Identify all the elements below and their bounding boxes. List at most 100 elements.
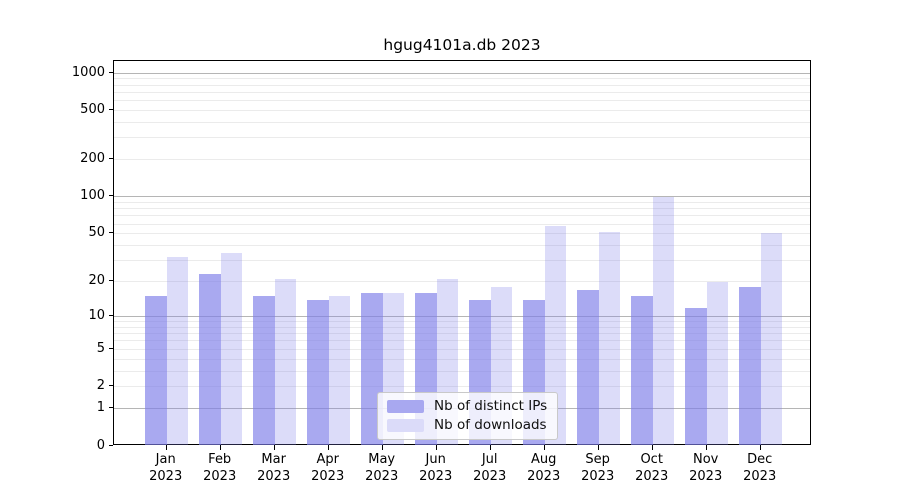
legend-swatch-distinct-ips	[387, 399, 424, 413]
x-tick-label-aug: Aug 2023	[527, 452, 561, 484]
gridline-6	[114, 340, 810, 342]
gridline-8	[114, 326, 810, 328]
y-tick-label-2: 2	[96, 378, 105, 394]
y-tick-label-50: 50	[88, 225, 105, 241]
gridline-2	[114, 386, 810, 388]
y-tick-50	[109, 232, 113, 234]
gridline-30	[114, 260, 810, 262]
legend-label-downloads: Nb of downloads	[434, 417, 547, 433]
x-tick-label-dec: Dec 2023	[743, 452, 777, 484]
x-tick-sep	[597, 445, 599, 450]
y-tick-label-1000: 1000	[71, 64, 105, 80]
x-tick-aug	[543, 445, 545, 450]
y-tick-label-20: 20	[88, 273, 105, 289]
gridline-100	[114, 196, 810, 198]
bar-ips-jan	[145, 296, 167, 445]
gridline-600	[114, 100, 810, 102]
bar-downloads-sep	[598, 231, 621, 445]
x-tick-label-oct: Oct 2023	[635, 452, 669, 484]
y-tick-label-10: 10	[88, 308, 105, 324]
y-tick-20	[109, 280, 113, 282]
y-tick-label-500: 500	[80, 101, 105, 117]
x-tick-label-sep: Sep 2023	[581, 452, 615, 484]
gridline-700	[114, 91, 810, 93]
y-tick-label-100: 100	[80, 188, 105, 204]
x-tick-label-mar: Mar 2023	[257, 452, 291, 484]
x-tick-label-may: May 2023	[365, 452, 399, 484]
x-tick-dec	[759, 445, 761, 450]
chart-title: hgug4101a.db 2023	[383, 36, 541, 54]
bar-ips-oct	[631, 296, 653, 445]
y-tick-500	[109, 108, 113, 110]
gridline-1000	[114, 72, 810, 74]
y-tick-10	[109, 315, 113, 317]
x-tick-label-apr: Apr 2023	[311, 452, 345, 484]
y-tick-0	[109, 444, 113, 446]
x-tick-label-jun: Jun 2023	[419, 452, 453, 484]
y-tick-1	[109, 407, 113, 409]
x-tick-oct	[651, 445, 653, 450]
gridline-10	[114, 316, 810, 318]
x-tick-mar	[273, 445, 275, 450]
x-tick-label-nov: Nov 2023	[689, 452, 723, 484]
gridline-70	[114, 215, 810, 217]
y-tick-label-5: 5	[96, 340, 105, 356]
gridline-80	[114, 208, 810, 210]
bar-downloads-feb	[220, 252, 243, 445]
bar-downloads-dec	[760, 232, 783, 445]
x-tick-feb	[219, 445, 221, 450]
x-tick-label-jan: Jan 2023	[149, 452, 183, 484]
legend-item-distinct-ips: Nb of distinct IPs	[387, 398, 547, 414]
y-tick-label-1: 1	[96, 400, 105, 416]
legend-swatch-downloads	[387, 418, 424, 432]
gridline-900	[114, 78, 810, 80]
x-tick-may	[381, 445, 383, 450]
y-tick-5	[109, 347, 113, 349]
y-tick-200	[109, 158, 113, 160]
bar-downloads-oct	[652, 196, 675, 445]
bar-downloads-jan	[166, 257, 189, 445]
legend-label-distinct-ips: Nb of distinct IPs	[434, 398, 548, 414]
x-tick-jun	[435, 445, 437, 450]
gridline-200	[114, 159, 810, 161]
gridline-5	[114, 348, 810, 350]
legend-item-downloads: Nb of downloads	[387, 417, 547, 433]
gridline-90	[114, 201, 810, 203]
gridline-9	[114, 321, 810, 323]
gridline-400	[114, 121, 810, 123]
gridline-4	[114, 358, 810, 360]
bar-downloads-apr	[328, 296, 351, 445]
x-tick-nov	[705, 445, 707, 450]
bar-downloads-nov	[706, 281, 729, 445]
gridline-300	[114, 137, 810, 139]
gridline-7	[114, 333, 810, 335]
gridline-500	[114, 109, 810, 111]
bar-ips-nov	[685, 307, 707, 445]
y-tick-100	[109, 195, 113, 197]
bar-ips-mar	[253, 296, 275, 445]
gridline-40	[114, 245, 810, 247]
gridline-60	[114, 223, 810, 225]
y-tick-label-0: 0	[96, 437, 105, 453]
gridline-50	[114, 233, 810, 235]
x-tick-apr	[327, 445, 329, 450]
x-tick-label-feb: Feb 2023	[203, 452, 237, 484]
y-tick-1000	[109, 71, 113, 73]
plot-area	[113, 60, 811, 445]
y-tick-label-200: 200	[80, 151, 105, 167]
legend: Nb of distinct IPs Nb of downloads	[377, 392, 559, 440]
bar-downloads-mar	[274, 279, 297, 445]
x-tick-jan	[165, 445, 167, 450]
bar-downloads-aug	[544, 225, 567, 445]
y-tick-2	[109, 385, 113, 387]
bar-ips-feb	[199, 274, 221, 445]
x-tick-jul	[489, 445, 491, 450]
bar-ips-apr	[307, 299, 329, 445]
gridline-20	[114, 281, 810, 283]
x-tick-label-jul: Jul 2023	[473, 452, 507, 484]
gridline-3	[114, 370, 810, 372]
gridline-800	[114, 84, 810, 86]
bar-ips-sep	[577, 289, 599, 445]
bar-ips-dec	[739, 287, 761, 445]
